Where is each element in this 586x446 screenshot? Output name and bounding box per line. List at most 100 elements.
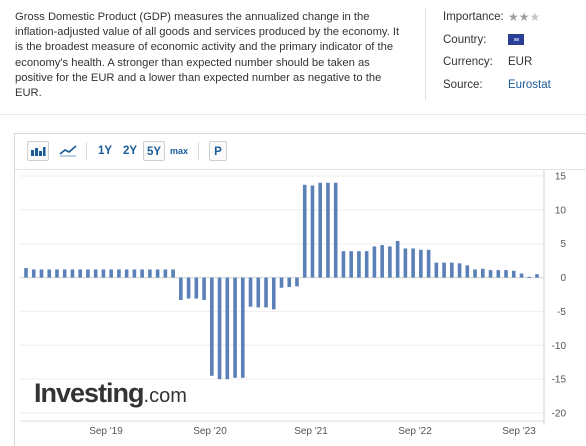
range-2y-button[interactable]: 2Y [122, 145, 138, 157]
bar[interactable] [179, 277, 183, 300]
x-tick-label: Sep '20 [193, 426, 227, 437]
bar[interactable] [248, 277, 253, 307]
bar[interactable] [457, 263, 462, 278]
bar[interactable] [132, 269, 137, 278]
bar[interactable] [535, 274, 539, 278]
bar[interactable] [403, 248, 408, 278]
y-tick-label: 10 [555, 205, 567, 216]
bar[interactable] [411, 248, 415, 278]
x-tick-label: Sep '22 [398, 426, 432, 437]
bar[interactable] [264, 277, 268, 308]
bar[interactable] [295, 277, 299, 287]
bar[interactable] [527, 276, 532, 278]
bar[interactable] [388, 246, 392, 278]
range-5y-button[interactable]: 5Y [143, 141, 165, 161]
bar[interactable] [333, 182, 338, 278]
bar[interactable] [202, 277, 206, 300]
bar[interactable] [124, 269, 129, 278]
bar[interactable] [24, 268, 28, 278]
bar[interactable] [31, 269, 36, 278]
bar[interactable] [240, 277, 245, 378]
bar[interactable] [217, 277, 222, 380]
bar[interactable] [349, 251, 353, 278]
bar[interactable] [55, 269, 59, 278]
eu-flag-icon [508, 34, 524, 46]
bar[interactable] [519, 273, 524, 278]
bar[interactable] [186, 277, 191, 299]
bar[interactable] [310, 185, 315, 278]
x-tick-label: Sep '21 [294, 426, 328, 437]
bar[interactable] [171, 269, 175, 278]
y-tick-label: 5 [560, 239, 566, 250]
currency-value: EUR [508, 56, 533, 68]
bar[interactable] [287, 277, 292, 288]
line-chart-button[interactable] [56, 141, 80, 161]
bar[interactable] [163, 269, 168, 278]
bar[interactable] [380, 245, 384, 278]
bar[interactable] [233, 277, 237, 378]
bar[interactable] [86, 269, 90, 278]
bar[interactable] [473, 269, 477, 278]
bar[interactable] [39, 269, 44, 278]
star-empty-icon: ★ [529, 10, 541, 24]
bar[interactable] [271, 277, 276, 310]
chart-toolbar: 1Y 2Y 5Y max P [15, 134, 586, 170]
bar[interactable] [148, 269, 152, 278]
bar[interactable] [302, 184, 307, 278]
country-label: Country: [443, 34, 487, 46]
bar[interactable] [341, 251, 346, 278]
bar[interactable] [426, 249, 431, 278]
bar[interactable] [210, 277, 214, 376]
bar[interactable] [326, 182, 330, 278]
bar[interactable] [465, 265, 470, 278]
x-axis: Sep '19 Sep '20 Sep '21 Sep '22 Sep '23 [89, 426, 536, 437]
star-icon: ★ [508, 10, 519, 24]
bar-chart-button[interactable] [27, 141, 49, 161]
bar[interactable] [47, 269, 52, 278]
bar[interactable] [434, 262, 439, 278]
bars [24, 182, 539, 380]
bar[interactable] [357, 251, 361, 278]
p-button[interactable]: P [209, 141, 227, 161]
importance-label: Importance: [443, 11, 504, 23]
x-tick-label: Sep '19 [89, 426, 123, 437]
bar[interactable] [318, 182, 323, 278]
indicator-description: Gross Domestic Product (GDP) measures th… [15, 11, 400, 100]
chart-container: 1Y 2Y 5Y max P [14, 133, 586, 446]
bar[interactable] [504, 270, 508, 278]
bar[interactable] [279, 277, 284, 288]
section-divider [0, 114, 586, 115]
y-tick-label: 0 [560, 273, 566, 284]
bar[interactable] [70, 269, 75, 278]
bar[interactable] [109, 269, 113, 278]
bar[interactable] [140, 269, 144, 278]
range-1y-button[interactable]: 1Y [97, 145, 113, 157]
y-tick-label: -15 [552, 375, 567, 386]
bar[interactable] [62, 269, 67, 278]
bar[interactable] [101, 269, 106, 278]
bar[interactable] [481, 268, 485, 278]
bar[interactable] [496, 270, 501, 278]
meta-divider [425, 8, 426, 100]
bar[interactable] [511, 270, 516, 278]
range-max-button[interactable]: max [169, 146, 188, 156]
bar[interactable] [488, 270, 493, 278]
y-tick-label: -10 [552, 341, 567, 352]
bar[interactable] [364, 251, 369, 278]
x-tick-label: Sep '23 [502, 426, 536, 437]
star-icon: ★ [518, 10, 530, 24]
bar[interactable] [93, 269, 98, 278]
bar[interactable] [194, 277, 199, 299]
bar[interactable] [372, 246, 377, 278]
bar[interactable] [155, 269, 160, 278]
bar[interactable] [78, 269, 82, 278]
bar[interactable] [256, 277, 261, 308]
bar[interactable] [450, 262, 454, 278]
bar[interactable] [442, 262, 446, 278]
bar[interactable] [117, 269, 121, 278]
bar[interactable] [225, 277, 230, 380]
source-link[interactable]: Eurostat [508, 79, 551, 91]
bar[interactable] [419, 249, 423, 278]
y-tick-label: -5 [557, 307, 566, 318]
bar[interactable] [395, 241, 400, 278]
